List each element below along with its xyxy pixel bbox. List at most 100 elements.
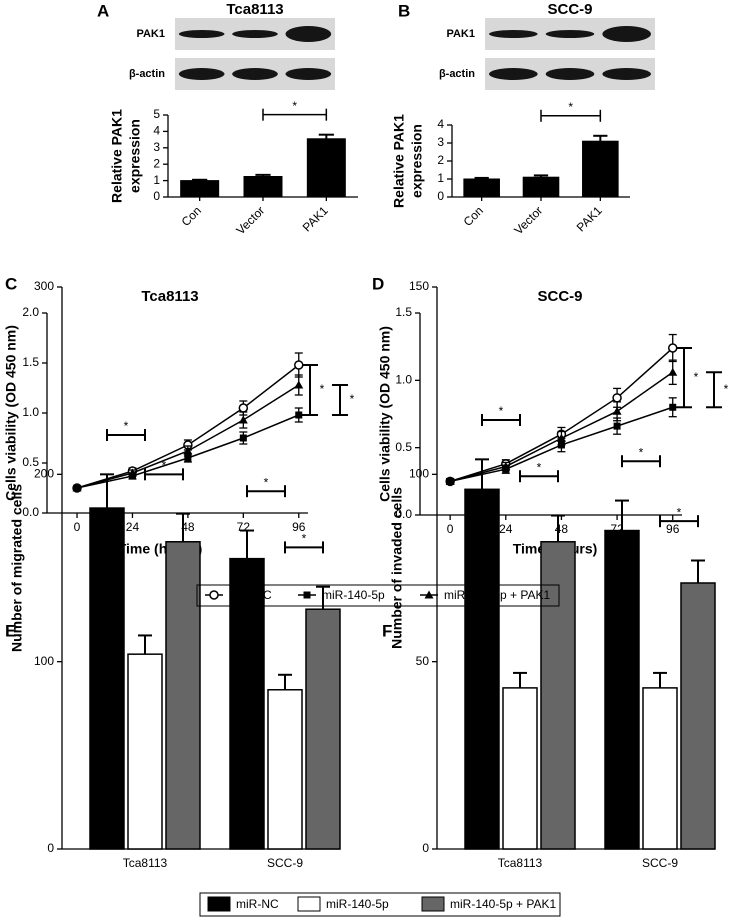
bar xyxy=(464,488,500,850)
y-axis-label: Relative PAK1 xyxy=(391,114,407,208)
error-bar xyxy=(615,499,629,531)
marker xyxy=(239,434,247,442)
x-tick-label: Tca8113 xyxy=(123,856,168,870)
sig-label: * xyxy=(694,370,699,384)
marker xyxy=(294,380,304,389)
legend-label: miR-140-5p + PAK1 xyxy=(450,897,556,911)
panel-letter: F xyxy=(382,621,392,640)
sig-label: * xyxy=(264,475,269,489)
panel-letter: E xyxy=(5,621,16,640)
legend-box xyxy=(196,584,560,607)
y-tick-label: 4 xyxy=(153,124,160,138)
bar xyxy=(522,176,560,198)
y-tick-label: 2.0 xyxy=(22,305,39,319)
marker xyxy=(669,403,677,411)
y-tick-label: 0.0 xyxy=(22,505,39,519)
marker xyxy=(613,422,621,430)
bar xyxy=(582,140,619,198)
error-bar xyxy=(593,134,608,142)
y-tick-label: 0.5 xyxy=(395,440,412,454)
y-tick-label: 0 xyxy=(422,841,429,855)
error-bar xyxy=(192,178,208,181)
marker xyxy=(183,446,193,455)
error-bar xyxy=(316,585,330,610)
marker xyxy=(556,433,566,442)
blot-band xyxy=(545,30,595,38)
y-axis-label: Cells viability (OD 450 nm) xyxy=(3,325,19,501)
chart-title: Tca8113 xyxy=(141,288,198,305)
x-tick-label: PAK1 xyxy=(300,203,331,234)
error-bar xyxy=(653,671,667,688)
error-bar xyxy=(551,514,565,542)
y-tick-label: 3 xyxy=(437,135,444,149)
panel-letter: C xyxy=(5,274,17,293)
x-tick-label: Vector xyxy=(511,203,545,237)
error-bar xyxy=(513,671,527,688)
marker xyxy=(501,462,511,471)
y-tick-label: 5 xyxy=(153,107,160,121)
bar xyxy=(127,653,163,850)
y-tick-label: 4 xyxy=(437,117,444,131)
legend-marker xyxy=(303,591,311,599)
blot-label: PAK1 xyxy=(136,28,165,40)
marker xyxy=(295,411,303,419)
x-tick-label: Con xyxy=(179,203,204,228)
bar xyxy=(642,687,678,850)
blot-label: β-actin xyxy=(439,68,475,80)
sig-label: * xyxy=(568,100,573,114)
x-tick-label: 72 xyxy=(237,520,251,534)
x-tick-label: PAK1 xyxy=(574,203,605,234)
bar xyxy=(229,557,265,850)
error-bar xyxy=(475,458,489,490)
panel-letter: B xyxy=(398,1,410,20)
sig-label: * xyxy=(350,392,355,406)
y-tick-label: 1.5 xyxy=(395,305,412,319)
series-line xyxy=(76,384,300,489)
y-axis-label: Number of migrated cells xyxy=(9,484,25,652)
bar xyxy=(463,178,500,198)
y-tick-label: 1 xyxy=(153,173,160,187)
bar xyxy=(89,507,125,850)
error-bar xyxy=(691,559,705,583)
legend-label: miR-NC xyxy=(236,897,279,911)
panel-letter: D xyxy=(372,274,384,293)
y-tick-label: 2 xyxy=(153,156,160,170)
x-tick-label: SCC-9 xyxy=(642,856,678,870)
marker xyxy=(127,468,137,477)
y-tick-label: 150 xyxy=(409,279,429,293)
y-axis-label: expression xyxy=(127,119,143,193)
marker xyxy=(667,343,678,353)
bar xyxy=(540,541,576,850)
error-bar xyxy=(138,634,152,655)
y-tick-label: 0 xyxy=(153,189,160,203)
series-line xyxy=(449,371,674,483)
blot-label: β-actin xyxy=(129,68,165,80)
legend-box xyxy=(199,892,561,917)
y-tick-label: 1.5 xyxy=(22,355,39,369)
y-tick-label: 300 xyxy=(34,279,54,293)
error-bar xyxy=(278,673,292,690)
marker xyxy=(612,393,622,403)
x-tick-label: 48 xyxy=(181,520,195,534)
error-bar xyxy=(255,173,271,177)
legend-label: miR-140-5p + PAK1 xyxy=(444,588,550,602)
x-tick-label: 24 xyxy=(126,520,140,534)
marker xyxy=(184,454,192,462)
sig-label: * xyxy=(124,419,129,433)
sig-label: * xyxy=(320,382,325,396)
bar xyxy=(604,529,640,850)
sig-label: * xyxy=(639,445,644,459)
blot-band xyxy=(178,68,225,80)
x-tick-label: 24 xyxy=(499,522,513,536)
x-tick-label: 0 xyxy=(74,520,81,534)
bar xyxy=(305,608,341,850)
blot-band xyxy=(232,30,278,38)
legend-label: miR-NC xyxy=(229,588,272,602)
x-tick-label: Con xyxy=(461,203,486,228)
sig-label: * xyxy=(537,460,542,474)
sig-label: * xyxy=(677,505,682,519)
legend-label: miR-140-5p xyxy=(326,897,389,911)
bar xyxy=(180,180,220,198)
